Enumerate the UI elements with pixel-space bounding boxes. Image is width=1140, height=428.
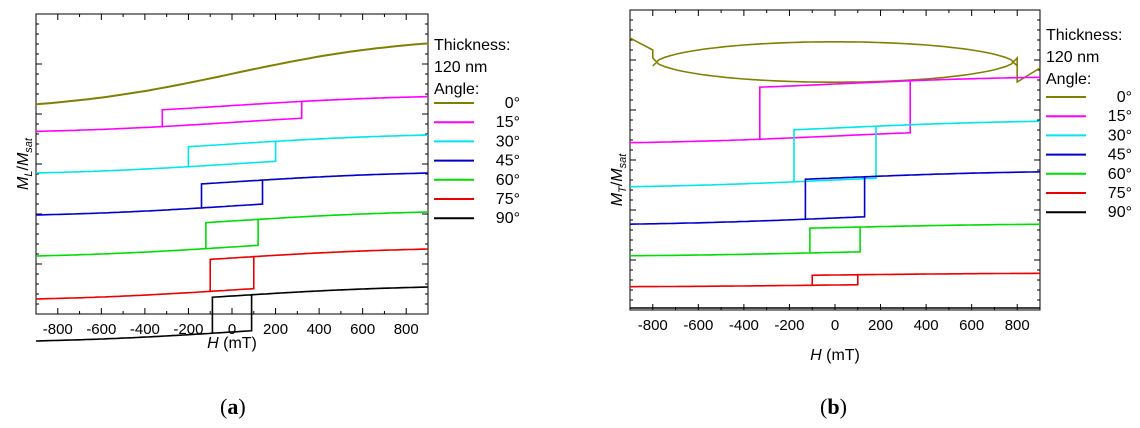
y-axis-label-a: ML/Msat xyxy=(15,137,35,190)
x-tick-label: 800 xyxy=(394,321,419,338)
x-tick-label: 200 xyxy=(868,317,893,334)
x-tick-label: 600 xyxy=(350,321,375,338)
series-line xyxy=(35,248,429,300)
x-axis-label-b: H (mT) xyxy=(810,347,860,364)
x-axis-ticks-a xyxy=(35,14,429,314)
legend-label: 75° xyxy=(1108,185,1132,202)
series-group-a xyxy=(35,42,429,342)
series-line xyxy=(630,120,1040,188)
series-line xyxy=(35,95,429,133)
series-line xyxy=(629,171,1041,225)
legend-title-thickness-a: Thickness: xyxy=(434,37,510,54)
caption-b: (b) xyxy=(820,394,847,419)
x-tick-label: 400 xyxy=(307,321,332,338)
legend-title-value-a: 120 nm xyxy=(434,59,487,76)
legend-label: 45° xyxy=(1108,147,1132,164)
y-axis-label-b: MT/Msat xyxy=(609,153,629,206)
legend-label: 15° xyxy=(1108,108,1132,125)
series-line xyxy=(35,42,429,106)
x-tick-label: -400 xyxy=(729,317,759,334)
caption-a: (a) xyxy=(220,394,246,419)
legend-title-value-b: 120 nm xyxy=(1046,49,1099,66)
x-tick-label: 0 xyxy=(228,321,236,338)
x-tick-label: 400 xyxy=(914,317,939,334)
series-line xyxy=(629,37,1041,84)
legend-b: Thickness: 120 nm Angle: 0° 15° 30° 45° 60° 7… xyxy=(1046,27,1132,221)
legend-title-angle-a: Angle: xyxy=(434,81,479,98)
legend-a: Thickness: 120 nm Angle: 0° 15° 30° 45° 60° 7… xyxy=(434,37,520,227)
panel-a: -800 -600 -400 -200 0 200 400 600 800 H (mT) ML/… xyxy=(15,13,520,352)
x-tick-label: 0 xyxy=(831,317,839,334)
x-tick-label: 200 xyxy=(263,321,288,338)
plot-frame-b xyxy=(629,9,1041,311)
legend-label: 30° xyxy=(496,133,520,150)
legend-label: 90° xyxy=(496,210,520,227)
legend-title-thickness-b: Thickness: xyxy=(1046,27,1122,44)
legend-label: 30° xyxy=(1108,127,1132,144)
legend-label: 45° xyxy=(496,153,520,170)
x-axis-label-a: H (mT) xyxy=(207,335,257,352)
x-tick-label: -600 xyxy=(683,317,713,334)
series-line xyxy=(630,272,1040,288)
legend-label: 0° xyxy=(1117,89,1132,106)
legend-entries-a: 0° 15° 30° 45° 60° 75° 90° xyxy=(434,95,520,227)
x-tick-labels-a: -800 -600 -400 -200 0 200 400 600 800 xyxy=(43,321,419,338)
series-line xyxy=(35,172,429,216)
series-line xyxy=(35,286,429,342)
legend-label: 90° xyxy=(1108,204,1132,221)
series-line xyxy=(629,76,1041,144)
legend-entries-b: 0° 15° 30° 45° 60° 75° 90° xyxy=(1046,89,1132,221)
x-tick-label: -400 xyxy=(130,321,160,338)
series-line xyxy=(629,223,1041,257)
x-tick-labels-b: -800 -600 -400 -200 0 200 400 600 800 xyxy=(638,317,1030,334)
x-tick-label: -600 xyxy=(86,321,116,338)
series-group-b xyxy=(629,37,1041,309)
x-tick-label: 800 xyxy=(1005,317,1030,334)
series-line xyxy=(35,211,429,257)
legend-label: 60° xyxy=(496,172,520,189)
x-tick-label: -800 xyxy=(43,321,73,338)
x-tick-label: -200 xyxy=(173,321,203,338)
x-tick-label: -200 xyxy=(774,317,804,334)
legend-label: 15° xyxy=(496,114,520,131)
legend-label: 0° xyxy=(505,95,520,112)
panel-b: -800 -600 -400 -200 0 200 400 600 800 H (mT) MT/… xyxy=(609,9,1132,364)
x-tick-label: -800 xyxy=(638,317,668,334)
x-tick-label: 600 xyxy=(959,317,984,334)
legend-label: 60° xyxy=(1108,166,1132,183)
legend-title-angle-b: Angle: xyxy=(1046,71,1091,88)
series-line xyxy=(35,134,429,174)
legend-label: 75° xyxy=(496,191,520,208)
